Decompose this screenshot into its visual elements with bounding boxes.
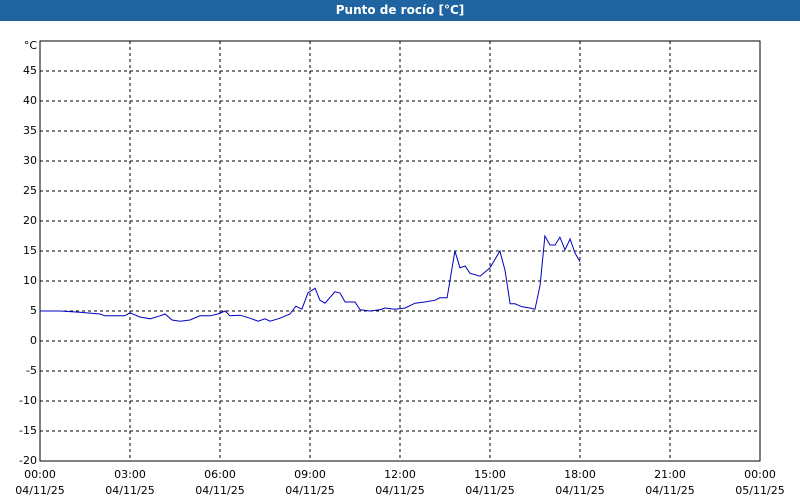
data-line xyxy=(40,234,581,322)
x-tick-label: 06:00 04/11/25 xyxy=(195,468,245,497)
y-tick-label: -5 xyxy=(26,364,37,377)
y-tick-label: 40 xyxy=(23,94,37,107)
y-tick-label: 45 xyxy=(23,64,37,77)
x-tick-label: 15:00 04/11/25 xyxy=(465,468,515,497)
x-tick-label: 21:00 04/11/25 xyxy=(645,468,695,497)
x-tick-label: 18:00 04/11/25 xyxy=(555,468,605,497)
y-tick-label: 20 xyxy=(23,214,37,227)
x-tick-label: 09:00 04/11/25 xyxy=(285,468,335,497)
y-tick-label: 10 xyxy=(23,274,37,287)
x-tick-label: 03:00 04/11/25 xyxy=(105,468,155,497)
x-tick-label: 00:00 05/11/25 xyxy=(735,468,785,497)
y-unit-label: °C xyxy=(24,39,38,52)
x-tick-label: 00:00 04/11/25 xyxy=(15,468,65,497)
y-tick-label: -20 xyxy=(19,454,37,467)
x-tick-label: 12:00 04/11/25 xyxy=(375,468,425,497)
y-tick-label: 30 xyxy=(23,154,37,167)
plot-border xyxy=(39,40,761,462)
y-tick-label: 0 xyxy=(30,334,37,347)
y-tick-label: 5 xyxy=(30,304,37,317)
y-tick-label: -10 xyxy=(19,394,37,407)
chart-title: Punto de rocío [°C] xyxy=(0,0,800,21)
y-tick-label: -15 xyxy=(19,424,37,437)
y-tick-label: 25 xyxy=(23,184,37,197)
y-tick-label: 15 xyxy=(23,244,37,257)
y-tick-label: 35 xyxy=(23,124,37,137)
